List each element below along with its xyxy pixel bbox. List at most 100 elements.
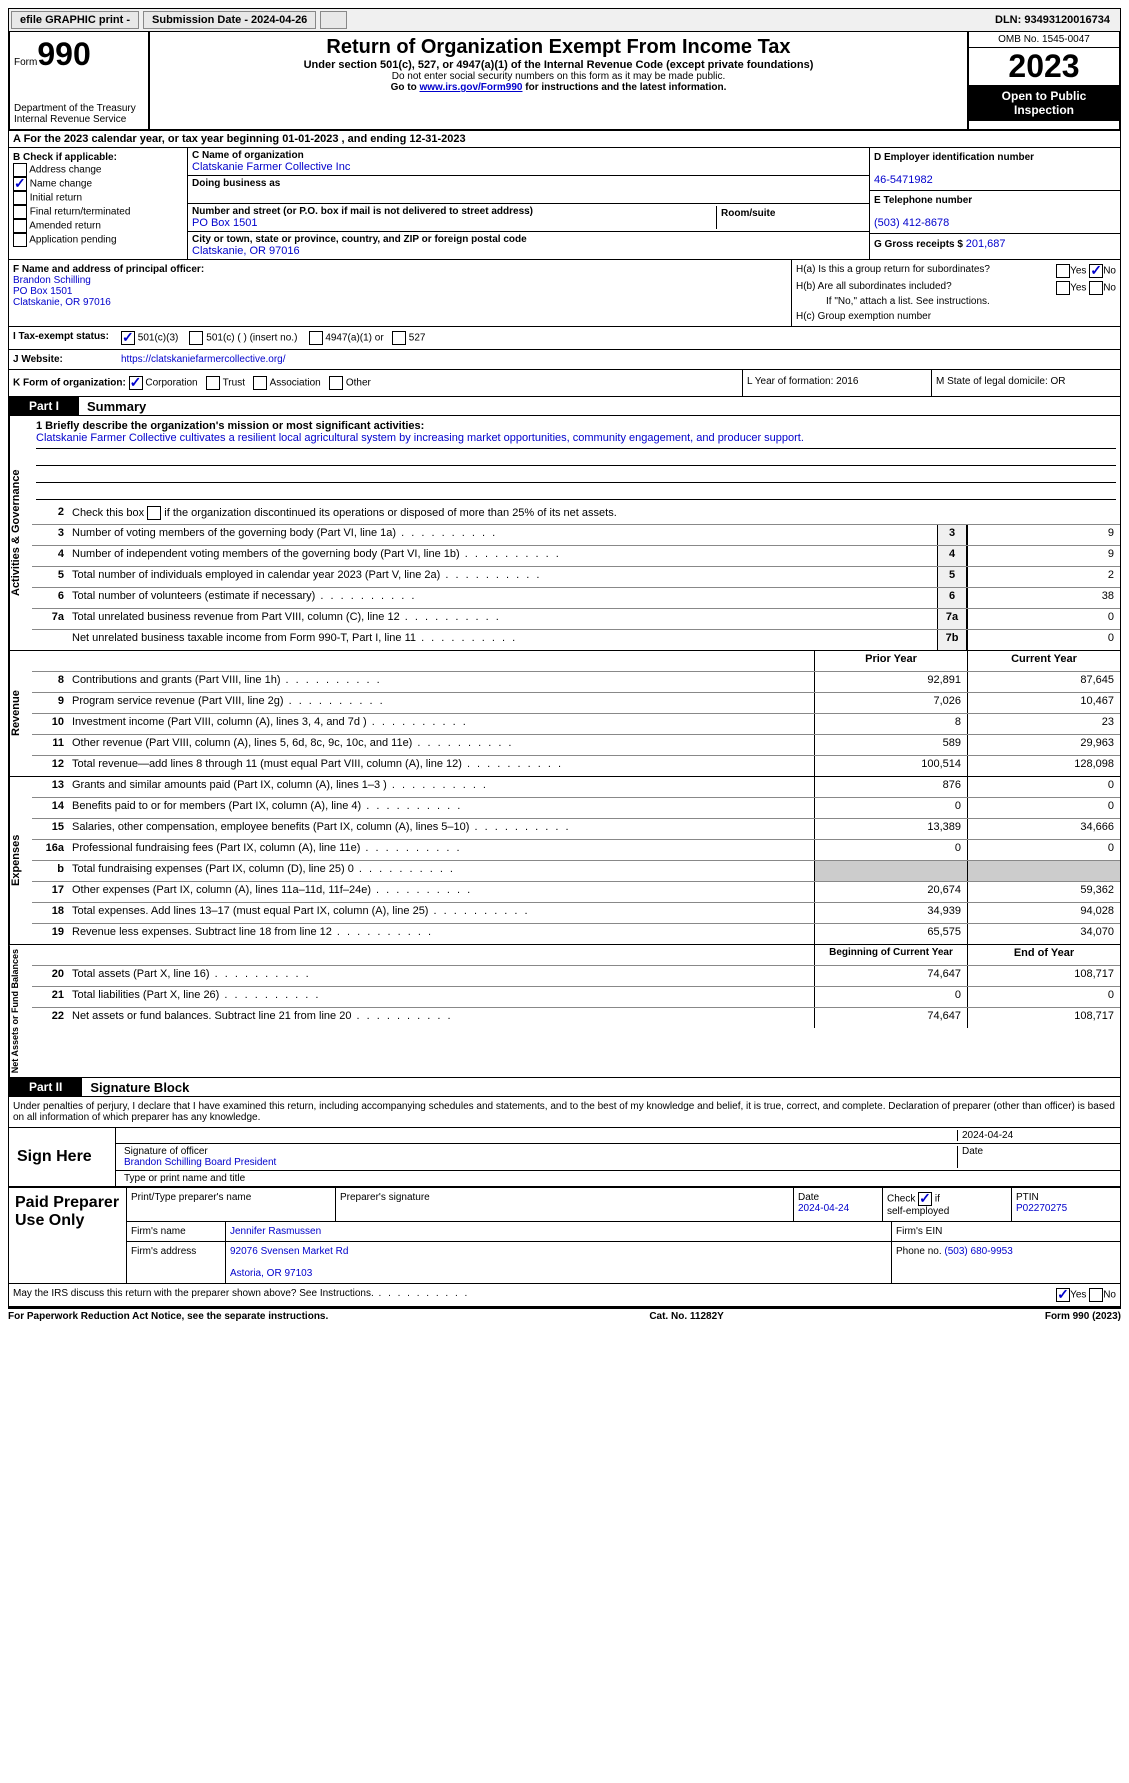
4947-check[interactable] [309, 331, 323, 345]
side-ag: Activities & Governance [9, 416, 32, 650]
line-text: Program service revenue (Part VIII, line… [68, 693, 814, 713]
website-url[interactable]: https://clatskaniefarmercollective.org/ [117, 350, 1120, 369]
prior-value: 7,026 [814, 693, 967, 713]
other-check[interactable] [329, 376, 343, 390]
gross-value: 201,687 [966, 238, 1006, 250]
line-text: Total revenue—add lines 8 through 11 (mu… [68, 756, 814, 776]
col-h: H(a) Is this a group return for subordin… [791, 260, 1120, 326]
discuss-yes[interactable] [1056, 1288, 1070, 1302]
prior-value: 0 [814, 798, 967, 818]
line-value: 9 [967, 525, 1120, 545]
form-prefix: Form [14, 57, 37, 68]
officer-label: F Name and address of principal officer: [13, 264, 204, 275]
hb-no[interactable] [1089, 281, 1103, 295]
501c3-check[interactable] [121, 331, 135, 345]
street-value: PO Box 1501 [192, 217, 257, 229]
perjury-text: Under penalties of perjury, I declare th… [9, 1097, 1120, 1128]
open-public: Open to Public Inspection [969, 85, 1119, 121]
self-emp-check[interactable] [918, 1192, 932, 1206]
trust-check[interactable] [206, 376, 220, 390]
line-text: Other expenses (Part IX, column (A), lin… [68, 882, 814, 902]
ha-yes[interactable] [1056, 264, 1070, 278]
prior-value: 34,939 [814, 903, 967, 923]
tax-status-label: I Tax-exempt status: [9, 327, 117, 349]
irs-link[interactable]: www.irs.gov/Form990 [419, 82, 522, 93]
part1-tab: Part I [9, 397, 79, 415]
corp-check[interactable] [129, 376, 143, 390]
prior-value: 876 [814, 777, 967, 797]
form-number: 990 [37, 36, 90, 72]
current-value: 34,070 [967, 924, 1120, 944]
side-rev: Revenue [9, 651, 32, 776]
section-bcd: B Check if applicable: Address change Na… [8, 148, 1121, 260]
hdr-begin: Beginning of Current Year [814, 945, 967, 965]
blank-btn[interactable] [320, 11, 347, 29]
discuss-no[interactable] [1089, 1288, 1103, 1302]
type-name-label: Type or print name and title [120, 1173, 249, 1184]
line-value: 0 [967, 609, 1120, 629]
gross-label: G Gross receipts $ [874, 239, 963, 250]
firm-addr2: Astoria, OR 97103 [230, 1268, 312, 1279]
officer-street: PO Box 1501 [13, 286, 72, 297]
501c-check[interactable] [189, 331, 203, 345]
part1-title: Summary [79, 399, 146, 414]
footer-right: Form 990 (2023) [1045, 1311, 1121, 1322]
officer-city: Clatskanie, OR 97016 [13, 297, 111, 308]
prior-value: 13,389 [814, 819, 967, 839]
signature-block: Under penalties of perjury, I declare th… [8, 1097, 1121, 1188]
part2-header: Part II Signature Block [8, 1078, 1121, 1097]
line-text: Total number of individuals employed in … [68, 567, 937, 587]
page-footer: For Paperwork Reduction Act Notice, see … [8, 1307, 1121, 1322]
line-text: Total fundraising expenses (Part IX, col… [68, 861, 814, 881]
row-a-period: A For the 2023 calendar year, or tax yea… [8, 131, 1121, 148]
hb-yes[interactable] [1056, 281, 1070, 295]
prior-value [814, 861, 967, 881]
line-text: Total liabilities (Part X, line 26) [68, 987, 814, 1007]
line-text: Professional fundraising fees (Part IX, … [68, 840, 814, 860]
firm-name-label: Firm's name [127, 1222, 226, 1241]
current-value [967, 861, 1120, 881]
ha-no[interactable] [1089, 264, 1103, 278]
colb-check[interactable] [13, 233, 27, 247]
ein-value: 46-5471982 [874, 174, 933, 186]
line-value: 38 [967, 588, 1120, 608]
dba-label: Doing business as [192, 178, 280, 189]
assoc-check[interactable] [253, 376, 267, 390]
q1-text: Clatskanie Farmer Collective cultivates … [36, 432, 1116, 449]
sig-date: 2024-04-24 [957, 1130, 1116, 1141]
ein-label: D Employer identification number [874, 152, 1034, 163]
form-subtitle: Under section 501(c), 527, or 4947(a)(1)… [154, 59, 963, 71]
current-value: 34,666 [967, 819, 1120, 839]
prior-value: 100,514 [814, 756, 967, 776]
submission-btn[interactable]: Submission Date - 2024-04-26 [143, 11, 316, 29]
efile-btn[interactable]: efile GRAPHIC print - [11, 11, 139, 29]
part1-exp: Expenses 13Grants and similar amounts pa… [8, 777, 1121, 945]
line-text: Number of voting members of the governin… [68, 525, 937, 545]
hdr-prior: Prior Year [814, 651, 967, 671]
527-check[interactable] [392, 331, 406, 345]
phone-label: E Telephone number [874, 195, 972, 206]
section-klm: K Form of organization: Corporation Trus… [8, 370, 1121, 397]
q2-check[interactable] [147, 506, 161, 520]
col-b-label: B Check if applicable: [13, 152, 183, 163]
sig-officer-label: Signature of officer [124, 1146, 208, 1157]
line-text: Total assets (Part X, line 16) [68, 966, 814, 986]
firm-ein-label: Firm's EIN [892, 1222, 1120, 1241]
current-value: 87,645 [967, 672, 1120, 692]
current-value: 0 [967, 840, 1120, 860]
firm-addr-label: Firm's address [127, 1242, 226, 1283]
line-text: Total expenses. Add lines 13–17 (must eq… [68, 903, 814, 923]
line-box: 4 [937, 546, 967, 566]
colb-check[interactable] [13, 191, 27, 205]
colb-check[interactable] [13, 205, 27, 219]
ha-label: H(a) Is this a group return for subordin… [796, 264, 990, 275]
colb-check[interactable] [13, 219, 27, 233]
current-value: 94,028 [967, 903, 1120, 923]
hb-label: H(b) Are all subordinates included? [796, 281, 952, 292]
city-value: Clatskanie, OR 97016 [192, 245, 300, 257]
dln-text: DLN: 93493120016734 [995, 14, 1118, 26]
prior-value: 20,674 [814, 882, 967, 902]
colb-check[interactable] [13, 177, 27, 191]
line-box: 7b [937, 630, 967, 650]
form-title: Return of Organization Exempt From Incom… [154, 36, 963, 59]
